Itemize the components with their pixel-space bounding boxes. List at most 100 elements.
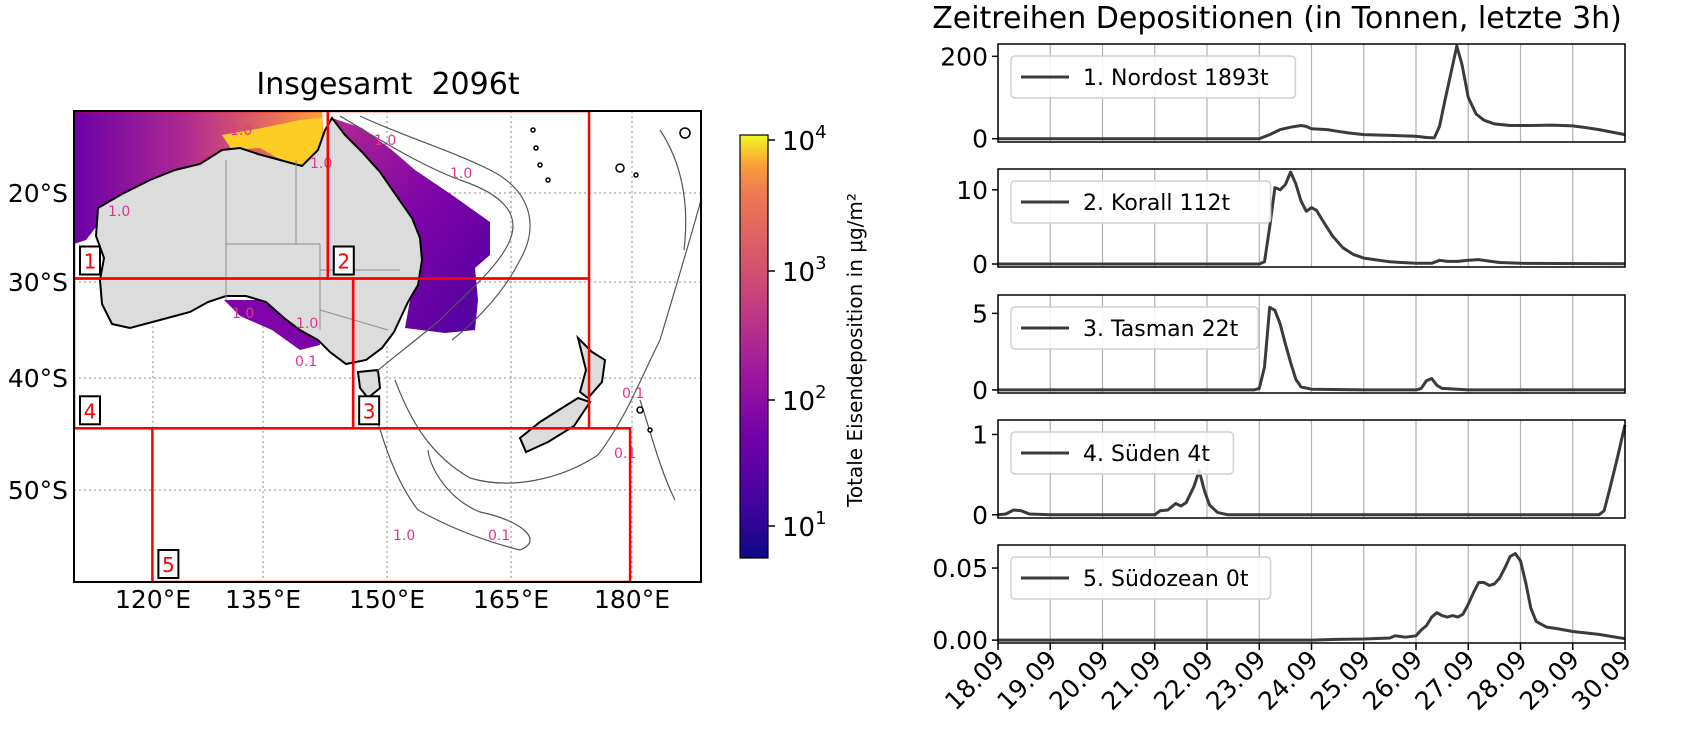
- colorbar-label: Totale Eisendeposition in μg/m²: [843, 193, 867, 508]
- subplot-2: 0 10 2. Korall 112t: [956, 168, 1626, 279]
- map-title: Insgesamt 2096t: [256, 67, 519, 102]
- x-tick-label: 21.09: [1096, 645, 1167, 716]
- colorbar-gradient: [739, 134, 769, 559]
- legend-box: [1010, 556, 1272, 600]
- contour-label: 1.0: [450, 166, 472, 182]
- x-tick-label: 28.09: [1462, 645, 1533, 716]
- deposition-hotspot: [222, 118, 322, 166]
- legend-box: [1010, 306, 1259, 350]
- y-tick-label: 5: [972, 299, 988, 328]
- region-label-box: [79, 245, 101, 276]
- contour-label: 0.1: [614, 446, 636, 462]
- colorbar-tick-label: 102: [782, 382, 827, 417]
- lat-tick-label: 20°S: [8, 179, 68, 208]
- map-lat-ticks: 20°S 30°S 40°S 50°S: [8, 179, 68, 505]
- subplot-3: 0 5 3. Tasman 22t: [972, 294, 1626, 405]
- region-label: 2: [337, 250, 350, 274]
- bathymetry-contours: [339, 115, 701, 551]
- region-label-box: [157, 549, 180, 579]
- lat-tick-label: 50°S: [8, 476, 68, 505]
- series-line: [997, 424, 1627, 517]
- series-line: [998, 305, 1625, 392]
- y-tick-label: 0.05: [932, 554, 988, 583]
- subplot-frame: [997, 168, 1626, 268]
- lon-tick-label: 120°E: [115, 585, 191, 614]
- map-lon-ticks: 120°E 135°E 150°E 165°E 180°E: [115, 585, 670, 614]
- contour-label: 1.0: [296, 316, 318, 332]
- legend-box: [1010, 55, 1297, 99]
- timeseries-panel: Zeitreihen Depositionen (in Tonnen, letz…: [932, 1, 1637, 716]
- map-gridlines: [74, 111, 701, 582]
- x-tick-label: 24.09: [1253, 645, 1324, 716]
- legend-box: [1010, 180, 1272, 224]
- x-tick-label: 18.09: [939, 645, 1010, 716]
- region-label-box: [332, 245, 355, 276]
- y-tick-label: 1: [972, 420, 988, 449]
- lon-tick-label: 165°E: [473, 585, 549, 614]
- lat-tick-label: 30°S: [8, 268, 68, 297]
- timeseries-x-ticks: 18.0919.0920.0921.0922.0923.0924.0925.09…: [939, 643, 1637, 716]
- new-zealand-north: [576, 334, 607, 400]
- contour-label: 1.0: [374, 133, 396, 149]
- series-line: [998, 44, 1626, 141]
- new-zealand-south: [518, 396, 592, 454]
- legend-label: 5. Südozean 0t: [1083, 567, 1249, 592]
- legend-label: 1. Nordost 1893t: [1083, 66, 1269, 91]
- contour-label: 1.0: [232, 306, 254, 322]
- state-borders: [225, 160, 400, 331]
- region-label: 4: [84, 399, 97, 423]
- x-tick-label: 27.09: [1409, 645, 1480, 716]
- y-tick-label: 0: [972, 501, 988, 530]
- legend-label: 3. Tasman 22t: [1083, 317, 1239, 342]
- region-boxes: 1 2 3 4 5: [74, 111, 632, 582]
- lon-tick-label: 180°E: [594, 585, 670, 614]
- region-label: 5: [162, 553, 175, 577]
- series-line: [998, 170, 1626, 266]
- map-panel: Insgesamt 2096t: [8, 67, 867, 614]
- region-label-box: [79, 395, 101, 426]
- y-tick-label: 10: [956, 176, 988, 205]
- y-tick-label: 200: [940, 42, 988, 71]
- y-tick-label: 0.00: [932, 626, 988, 655]
- legend-label: 2. Korall 112t: [1083, 191, 1231, 216]
- colorbar: 104 103 102 101 Totale Eisendeposition i…: [739, 122, 867, 559]
- x-tick-label: 23.09: [1200, 645, 1271, 716]
- subplot-4: 0 1 4. Süden 4t: [972, 419, 1627, 530]
- contour-label: 0.1: [295, 354, 317, 370]
- series-line: [998, 552, 1626, 642]
- contour-label: 0.1: [622, 386, 644, 402]
- subplot-frame: [997, 43, 1626, 143]
- x-tick-label: 19.09: [991, 645, 1062, 716]
- subplot-frame: [997, 419, 1626, 519]
- y-tick-label: 0: [972, 125, 988, 154]
- region-box: [151, 427, 632, 582]
- legend-label: 4. Süden 4t: [1083, 442, 1210, 467]
- timeseries-title: Zeitreihen Depositionen (in Tonnen, letz…: [932, 1, 1622, 36]
- legend-box: [1010, 431, 1235, 475]
- colorbar-tick-label: 104: [782, 122, 827, 157]
- y-tick-label: 0: [972, 250, 988, 279]
- contour-label: 0.1: [488, 528, 510, 544]
- colorbar-tick-label: 101: [782, 508, 827, 543]
- contour-label: 1.0: [230, 123, 252, 139]
- x-tick-label: 26.09: [1357, 645, 1428, 716]
- contour-labels: 1.0 1.0 1.0 1.0 1.0 0.1 0.1 0.1 1.0 0.1 …: [108, 123, 644, 544]
- x-tick-label: 29.09: [1514, 645, 1585, 716]
- australia-landmass: [94, 116, 424, 366]
- map-frame: [73, 110, 702, 583]
- y-tick-label: 0: [972, 376, 988, 405]
- subplot-1: 0 200 1. Nordost 1893t: [940, 42, 1626, 154]
- colorbar-tick-label: 103: [782, 253, 827, 288]
- tasmania-landmass: [356, 368, 382, 400]
- x-tick-label: 25.09: [1305, 645, 1376, 716]
- subplot-5: 0.00 0.05 5. Südozean 0t: [932, 544, 1626, 655]
- lat-tick-label: 40°S: [8, 364, 68, 393]
- map-area: 1.0 1.0 1.0 1.0 1.0 0.1 0.1 0.1 1.0 0.1 …: [74, 111, 701, 582]
- lon-tick-label: 135°E: [225, 585, 301, 614]
- x-tick-label: 22.09: [1148, 645, 1219, 716]
- x-tick-label: 20.09: [1044, 645, 1115, 716]
- subplot-frame: [997, 294, 1626, 394]
- contour-label: 1.0: [393, 528, 415, 544]
